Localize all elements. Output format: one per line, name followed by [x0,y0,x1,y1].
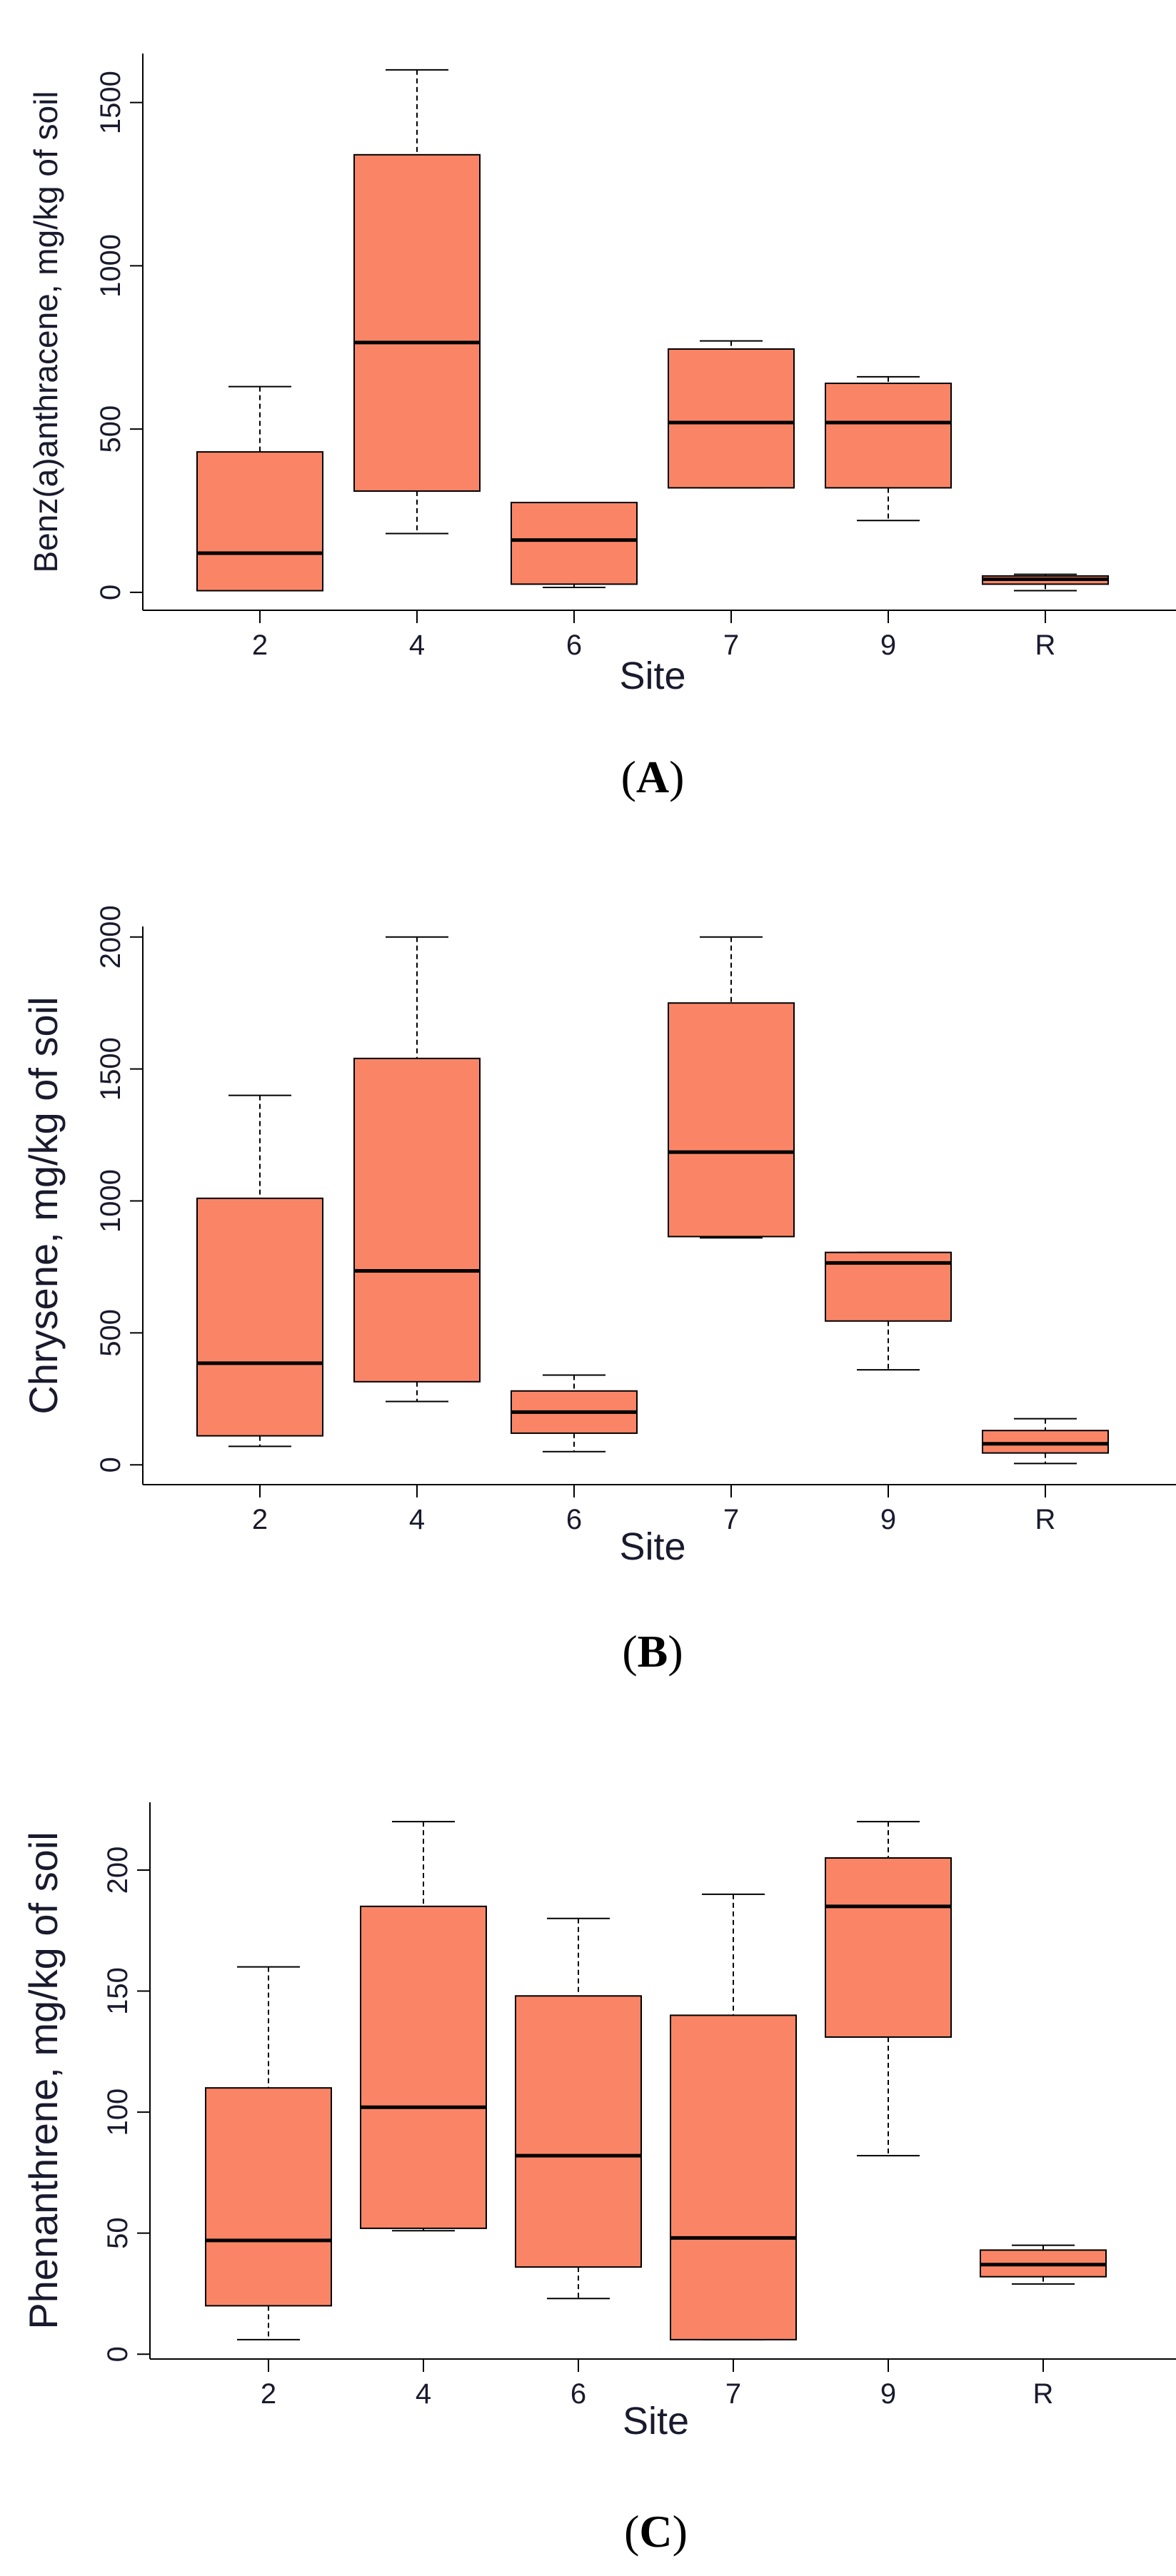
box-site-7 [670,1893,797,2340]
box-site-6 [515,1917,642,2300]
box-site-r [982,573,1109,592]
box-site-6 [511,1374,638,1453]
x-tick-label: 4 [409,1504,425,1535]
y-tick-label: 1000 [95,234,126,298]
x-tick-label: 9 [880,630,896,661]
box-site-2 [196,1094,323,1448]
x-tick-label: R [1035,1504,1056,1535]
box-iqr [825,1857,952,2038]
chart-panel-a: 0 500 1000 1500 2 4 6 7 9 R Site Benz(a)anthracene,… [27,54,1176,802]
box-iqr [196,1197,323,1437]
x-tick-label: 6 [566,630,582,661]
y-tick-label: 500 [95,1309,126,1357]
panel-label: (C) [624,2506,688,2557]
x-tick-label: 2 [252,630,268,661]
box-site-4 [360,1821,487,2232]
y-tick-label: 150 [102,1967,134,2015]
y-tick-label: 100 [102,2088,134,2136]
y-axis-title: Benz(a)anthracene, mg/kg of soil [27,91,64,572]
box-iqr [668,1002,795,1238]
box-iqr [353,1057,481,1383]
box-iqr [670,2014,797,2340]
panel-label-open: ( [621,752,636,802]
box-site-2 [196,385,323,592]
box-site-r [980,2244,1107,2285]
panel-label-letter: A [636,752,669,802]
panel-label-close: ) [669,752,684,802]
x-tick-label: 4 [409,630,425,661]
box-iqr [511,502,638,585]
x-axis-title: Site [619,655,685,697]
x-tick-label: 7 [725,2378,741,2410]
panel-label-letter: B [638,1626,668,1677]
y-tick-label: 0 [95,585,126,600]
box-site-9 [825,375,952,522]
y-tick-label: 0 [95,1457,126,1473]
y-tick-label: 1500 [95,71,126,134]
y-tick-label: 500 [95,405,126,453]
x-tick-label: 4 [416,2378,431,2410]
y-axis-title: Phenanthrene, mg/kg of soil [21,1832,66,2329]
box-iqr [205,2087,332,2307]
x-tick-label: 7 [723,630,739,661]
y-tick-label: 1000 [95,1169,126,1233]
box-iqr [196,451,323,592]
y-tick-label: 0 [102,2346,134,2362]
box-site-9 [825,1821,952,2157]
y-tick-label: 200 [102,1847,134,1894]
box-site-4 [353,936,481,1403]
y-tick-label: 1500 [95,1037,126,1101]
chart-panel-b: 0 500 1000 1500 2000 2 4 6 7 9 R Site Chrysene, mg/k… [21,905,1176,1677]
x-tick-label: 6 [571,2378,586,2410]
box-iqr [360,1905,487,2229]
y-axis-title: Chrysene, mg/kg of soil [21,996,66,1414]
box-site-6 [511,502,638,588]
x-tick-label: R [1035,630,1056,661]
x-tick-label: 9 [880,1504,896,1535]
x-tick-label: 9 [880,2378,896,2410]
panel-label-open: ( [624,2506,639,2557]
panel-label-close: ) [668,1626,683,1677]
box-site-7 [668,340,795,489]
panel-label-letter: C [639,2506,672,2557]
panel-label: (A) [621,752,685,802]
box-iqr [668,348,795,489]
box-iqr [353,153,481,493]
y-tick-label: 50 [102,2217,134,2249]
box-iqr [982,1430,1109,1454]
x-axis-title: Site [619,1525,685,1568]
box-site-9 [825,1251,952,1371]
x-tick-label: 7 [723,1504,739,1535]
panel-label: (B) [622,1626,683,1677]
x-tick-label: R [1033,2378,1054,2410]
box-site-4 [353,69,481,535]
y-tick-label: 2000 [95,905,126,969]
x-tick-label: 2 [252,1504,268,1535]
box-site-2 [205,1966,332,2340]
x-tick-label: 6 [566,1504,582,1535]
box-site-r [982,1418,1109,1465]
x-axis-title: Site [623,2400,689,2443]
box-site-7 [668,936,795,1239]
panel-label-close: ) [673,2506,688,2557]
panel-label-open: ( [622,1626,637,1677]
box-iqr [825,383,952,489]
chart-panel-c: 0 50 100 150 200 2 4 6 7 9 R Site Phenanthrene, mg/k… [21,1802,1176,2557]
box-iqr [515,1995,642,2268]
x-tick-label: 2 [261,2378,276,2410]
